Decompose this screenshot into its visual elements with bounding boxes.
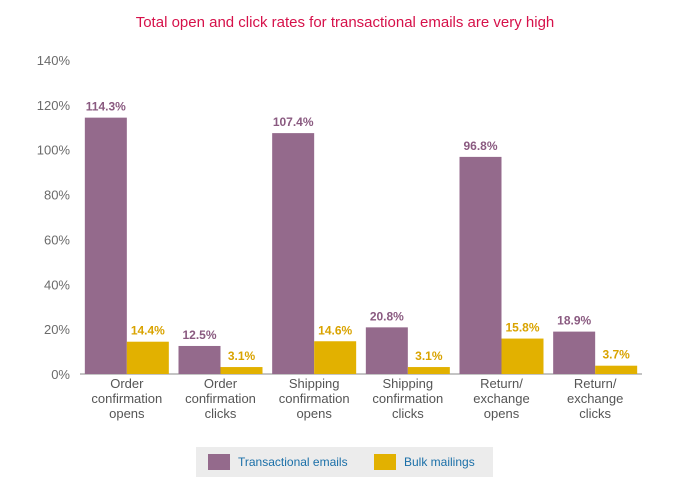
y-tick-label: 100% (37, 143, 71, 158)
data-label: 18.9% (557, 314, 591, 328)
data-label: 114.3% (86, 100, 126, 114)
bar-bulk (407, 367, 450, 374)
data-label: 3.1% (228, 349, 256, 363)
bar-transactional (365, 327, 408, 374)
legend: Transactional emails Bulk mailings (196, 447, 493, 477)
chart-title: Total open and click rates for transacti… (136, 14, 555, 31)
bar-transactional (553, 331, 596, 374)
y-tick-label: 0% (51, 367, 70, 382)
legend-label-transactional: Transactional emails (238, 455, 348, 469)
y-tick-label: 60% (44, 232, 70, 247)
data-labels: 114.3% 12.5% 107.4% 20.8% 96.8% 18.9% 14.4% 3.1… (86, 100, 630, 363)
data-label: 14.6% (318, 323, 352, 337)
data-label: 14.4% (131, 324, 165, 338)
data-label: 12.5% (182, 328, 216, 342)
legend-swatch-bulk (374, 454, 396, 470)
y-tick-label: 40% (44, 277, 70, 292)
y-tick-label: 140% (37, 53, 71, 68)
y-tick-label: 20% (44, 322, 70, 337)
axes: 0% 20% 40% 60% 80% 100% 120% 140% Order confirmat… (37, 53, 642, 421)
data-label: 15.8% (505, 321, 539, 335)
data-label: 107.4% (273, 115, 314, 129)
x-category-label: Return/exchange opens (473, 376, 529, 421)
bar-transactional (84, 117, 127, 375)
bar-transactional (272, 133, 315, 374)
legend-label-bulk: Bulk mailings (404, 455, 475, 469)
x-category-label: Order confirmation opens (91, 376, 162, 421)
data-label: 3.7% (602, 348, 630, 362)
bar-transactional (459, 156, 502, 374)
bar-bulk (595, 365, 638, 374)
bar-bulk (126, 341, 169, 374)
bar-transactional (178, 345, 221, 374)
x-category-label: Return/exchange clicks (567, 376, 623, 421)
data-label: 20.8% (370, 309, 404, 323)
legend-swatch-transactional (208, 454, 230, 470)
data-label: 96.8% (463, 139, 497, 153)
data-label: 3.1% (415, 349, 443, 363)
bar-bulk (314, 341, 357, 374)
x-category-label: Order confirmation clicks (185, 376, 256, 421)
x-category-label: Shipping confirmation opens (279, 376, 350, 421)
bars (84, 117, 638, 375)
y-tick-label: 80% (44, 188, 70, 203)
bar-bulk (501, 338, 544, 374)
y-tick-label: 120% (37, 98, 71, 113)
bar-bulk (220, 367, 263, 374)
x-category-label: Shipping confirmation clicks (372, 376, 443, 421)
legend-box (196, 447, 493, 477)
